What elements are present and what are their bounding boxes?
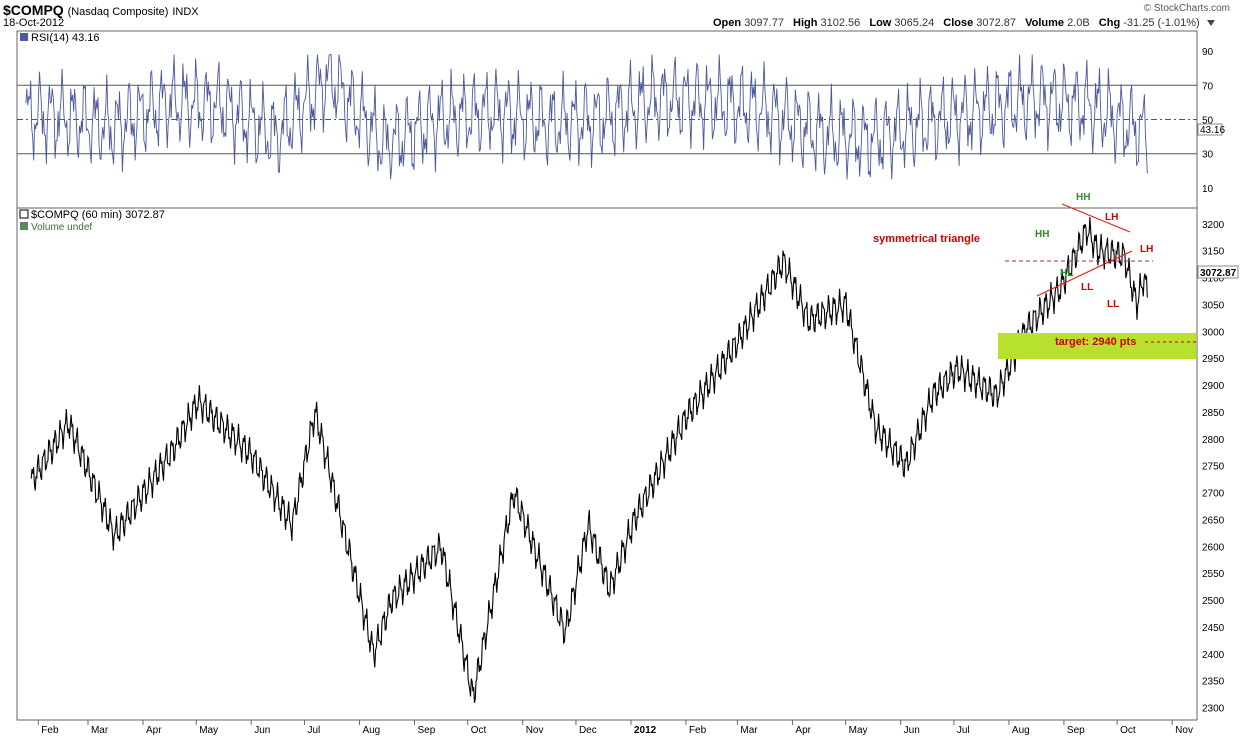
chart-annotations: symmetrical triangle target: 2940 pts HH… [873, 192, 1196, 359]
price-legend-text: $COMPQ (60 min) 3072.87 [31, 209, 165, 221]
hl-label: HL [1060, 268, 1073, 279]
x-tick-label: Aug [362, 725, 380, 736]
x-tick-label: Oct [471, 725, 487, 736]
rsi-tick-label: 50 [1202, 116, 1214, 127]
hh-label-left: HH [1035, 229, 1049, 240]
target-box [998, 333, 1196, 359]
x-tick-label: Feb [41, 725, 59, 736]
x-tick-label: Apr [146, 725, 162, 736]
price-tick-label: 2550 [1202, 569, 1225, 580]
lh-label-right: LH [1140, 244, 1153, 255]
triangle-lower-line [1036, 250, 1133, 297]
x-tick-label: Oct [1120, 725, 1136, 736]
rsi-legend-text: RSI(14) 43.16 [31, 32, 99, 44]
price-legend: $COMPQ (60 min) 3072.87 Volume undef [19, 209, 165, 233]
price-tick-label: 2450 [1202, 623, 1225, 634]
x-tick-label: May [199, 725, 218, 736]
rsi-tick-label: 30 [1202, 150, 1214, 161]
price-tick-label: 3000 [1202, 327, 1225, 338]
chart-header: $COMPQ (Nasdaq Composite) INDX 18-Oct-20… [0, 0, 1240, 30]
price-tick-label: 2600 [1202, 542, 1225, 553]
brand-watermark: © StockCharts.com [1143, 3, 1230, 14]
price-last-value: 3072.87 [1200, 268, 1237, 279]
price-line [30, 217, 1148, 703]
volume-legend-icon [20, 222, 28, 230]
x-tick-label: Jun [904, 725, 920, 736]
x-tick-label: Nov [1175, 725, 1193, 736]
price-tick-label: 2950 [1202, 354, 1225, 365]
price-panel [16, 207, 1198, 721]
x-tick-label: May [849, 725, 868, 736]
rsi-legend-icon [20, 33, 28, 41]
lh-label-top: LH [1105, 212, 1118, 223]
price-tick-label: 3200 [1202, 220, 1225, 231]
x-tick-label: Dec [579, 725, 597, 736]
x-tick-label: Jun [254, 725, 270, 736]
symbol-title: $COMPQ (Nasdaq Composite) INDX [3, 2, 199, 18]
rsi-legend: RSI(14) 43.16 [20, 32, 99, 44]
price-tick-label: 2300 [1202, 704, 1225, 715]
price-last-value-badge: 3072.87 [1197, 265, 1239, 279]
price-tick-label: 2750 [1202, 462, 1225, 473]
triangle-annotation: symmetrical triangle [873, 233, 980, 245]
rsi-tick-label: 90 [1202, 47, 1214, 58]
price-tick-label: 2500 [1202, 596, 1225, 607]
ll-label-left: LL [1081, 282, 1093, 293]
x-tick-label: Sep [417, 725, 435, 736]
price-tick-label: 3150 [1202, 247, 1225, 258]
x-tick-label: Mar [91, 725, 109, 736]
volume-legend-text: Volume undef [31, 222, 92, 233]
dropdown-arrow-icon[interactable] [1206, 20, 1215, 27]
x-axis: Feb Mar Apr May Jun Jul Aug Sep Oct Nov Dec 2012 Feb… [37, 720, 1193, 736]
x-tick-label: Feb [689, 725, 707, 736]
rsi-line [25, 54, 1148, 180]
hh-label-top: HH [1076, 192, 1090, 203]
x-tick-label: Mar [740, 725, 758, 736]
ll-label-right: LL [1107, 299, 1119, 310]
price-tick-label: 2900 [1202, 381, 1225, 392]
chart-date: 18-Oct-2012 [3, 17, 65, 29]
rsi-last-value: 43.16 [1200, 125, 1225, 136]
x-tick-label: Apr [795, 725, 811, 736]
target-annotation: target: 2940 pts [1055, 336, 1136, 348]
price-tick-label: 2700 [1202, 489, 1225, 500]
x-tick-label: Jul [957, 725, 970, 736]
price-tick-label: 3100 [1202, 274, 1225, 285]
price-tick-label: 2650 [1202, 515, 1225, 526]
rsi-tick-label: 70 [1202, 81, 1214, 92]
triangle-upper-line [1061, 203, 1131, 233]
x-tick-label: Nov [526, 725, 544, 736]
rsi-last-value-badge: 43.16 [1197, 123, 1225, 136]
x-tick-label: Aug [1012, 725, 1030, 736]
price-tick-label: 2350 [1202, 677, 1225, 688]
price-tick-label: 2400 [1202, 650, 1225, 661]
rsi-chart: 10 30 50 70 90 [17, 47, 1214, 195]
price-legend-icon [19, 209, 29, 219]
x-tick-label: Jul [307, 725, 320, 736]
x-tick-label: Sep [1067, 725, 1085, 736]
price-tick-label: 2850 [1202, 408, 1225, 419]
price-tick-label: 3050 [1202, 300, 1225, 311]
price-tick-label: 2800 [1202, 435, 1225, 446]
x-tick-label: 2012 [634, 725, 657, 736]
rsi-tick-label: 10 [1202, 184, 1214, 195]
price-chart: 2300 2350 2400 2450 2500 2550 2600 2650 2700 2750… [30, 217, 1225, 715]
ohlc-summary: Open 3097.77 High 3102.56 Low 3065.24 Cl… [713, 17, 1215, 29]
